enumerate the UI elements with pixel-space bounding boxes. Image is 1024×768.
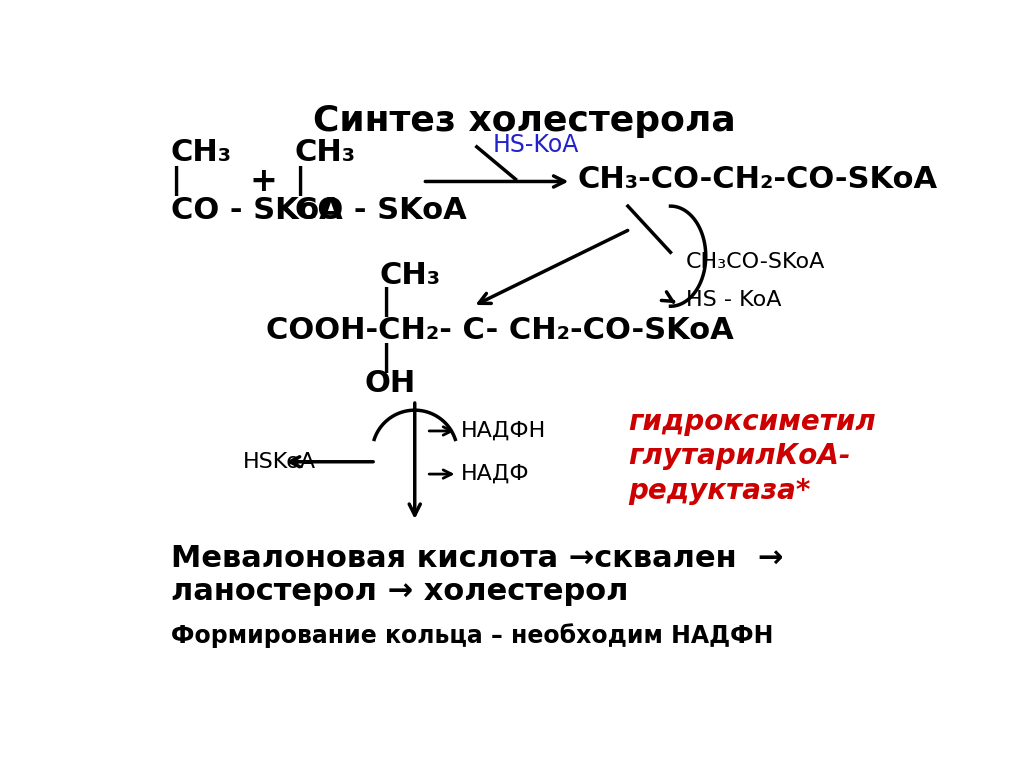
- Text: OH: OH: [365, 369, 416, 398]
- Text: глутарилКоА-: глутарилКоА-: [628, 442, 850, 470]
- Text: |: |: [380, 343, 391, 372]
- Text: HS - KoA: HS - KoA: [686, 290, 781, 310]
- Text: CH₃: CH₃: [295, 137, 355, 167]
- Text: Формирование кольца – необходим НАДФН: Формирование кольца – необходим НАДФН: [171, 624, 773, 648]
- Text: CH₃: CH₃: [171, 137, 231, 167]
- Text: Синтез холестерола: Синтез холестерола: [313, 104, 736, 138]
- Text: НАДФ: НАДФ: [461, 464, 529, 484]
- Text: редуктаза*: редуктаза*: [628, 477, 810, 505]
- Text: |: |: [171, 167, 181, 197]
- Text: CO - SKoA: CO - SKoA: [295, 197, 466, 225]
- Text: CH₃: CH₃: [380, 261, 441, 290]
- Text: Мевалоновая кислота →сквален  →: Мевалоновая кислота →сквален →: [171, 544, 783, 572]
- Text: НАДФН: НАДФН: [461, 421, 547, 441]
- Text: HSKoA: HSKoA: [243, 452, 315, 472]
- Text: CO - SKoA: CO - SKoA: [171, 197, 342, 225]
- Text: CH₃CO-SKoA: CH₃CO-SKoA: [686, 252, 825, 272]
- Text: гидроксиметил: гидроксиметил: [628, 408, 876, 435]
- Text: HS-KoA: HS-KoA: [493, 133, 579, 157]
- Text: |: |: [295, 167, 306, 197]
- Text: |: |: [380, 287, 391, 317]
- Text: +: +: [250, 165, 278, 198]
- Text: CH₃-CO-CH₂-CO-SKoA: CH₃-CO-CH₂-CO-SKoA: [578, 164, 938, 194]
- Text: ланостерол → холестерол: ланостерол → холестерол: [171, 577, 628, 606]
- Text: COOH-CH₂- C- CH₂-CO-SKoA: COOH-CH₂- C- CH₂-CO-SKoA: [266, 316, 734, 346]
